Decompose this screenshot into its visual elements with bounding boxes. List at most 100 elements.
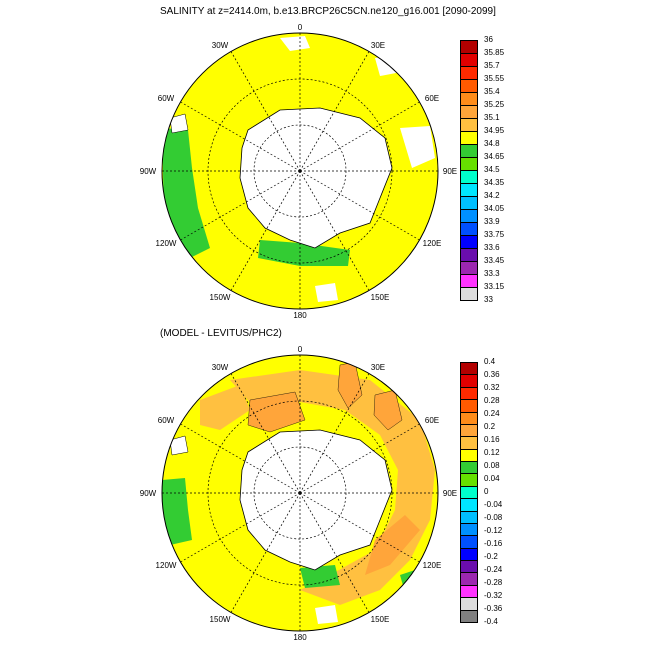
lon-label-120e: 120E [423, 239, 442, 248]
land-north-1 [280, 36, 310, 51]
colorbar-label: 33.9 [484, 217, 500, 226]
colorbar-swatch [460, 461, 478, 475]
colorbar-label: 33 [484, 295, 493, 304]
colorbar-swatch [460, 170, 478, 184]
colorbar-label: 0.16 [484, 435, 500, 444]
colorbar-swatch [460, 92, 478, 106]
panel2-title: (MODEL - LEVITUS/PHC2) [160, 328, 282, 339]
colorbar-label: -0.04 [484, 500, 503, 509]
lon-label-120w: 120W [156, 561, 177, 570]
land-ne [400, 126, 435, 168]
colorbar-swatch [460, 436, 478, 450]
colorbar-swatch [460, 66, 478, 80]
colorbar-swatch [460, 473, 478, 487]
lon-label-120w: 120W [156, 239, 177, 248]
colorbar-swatch [460, 105, 478, 119]
orange-patch-3 [373, 389, 403, 431]
lon-label-0: 0 [298, 345, 303, 354]
colorbar-label: 33.15 [484, 282, 505, 291]
lon-label-30e: 30E [371, 41, 385, 50]
colorbar-label: 35.25 [484, 100, 505, 109]
colorbar-label: -0.4 [484, 617, 498, 626]
colorbar-label: 0.12 [484, 448, 500, 457]
colorbar-swatch [460, 287, 478, 301]
colorbar-label: 35.55 [484, 74, 505, 83]
colorbar-swatch [460, 572, 478, 586]
lon-label-30w: 30W [212, 41, 229, 50]
colorbar-swatch [460, 118, 478, 132]
colorbar-swatch [460, 609, 478, 623]
green-region-south [300, 565, 340, 588]
green-region-west [162, 128, 210, 258]
colorbar-swatch [460, 196, 478, 210]
lon-label-30e: 30E [371, 363, 385, 372]
colorbar-swatch [460, 40, 478, 54]
land-west-coast [169, 435, 189, 456]
colorbar-swatch [460, 386, 478, 401]
panel2-colorbar-labels: 0.4 0.36 0.32 0.28 0.24 0.2 0.16 0.12 0.08 0.04 0 -… [484, 0, 524, 647]
colorbar-label: 33.3 [484, 269, 500, 278]
colorbar-label: -0.2 [484, 552, 498, 561]
colorbar-label: -0.24 [484, 565, 503, 574]
colorbar-label: 0.32 [484, 383, 500, 392]
colorbar-swatch [460, 53, 478, 67]
colorbar-swatch [460, 411, 478, 425]
colorbar-swatch [460, 510, 478, 524]
colorbar-swatch [460, 547, 478, 562]
colorbar-label: 34.65 [484, 152, 505, 161]
colorbar-label: 0.36 [484, 370, 500, 379]
colorbar-label: 33.45 [484, 256, 505, 265]
colorbar-label: -0.12 [484, 526, 503, 535]
colorbar-label: 33.6 [484, 243, 500, 252]
colorbar-swatch [460, 209, 478, 223]
colorbar-label: 0.2 [484, 422, 496, 431]
lon-label-90w: 90W [140, 489, 157, 498]
green-region-south [258, 240, 350, 266]
colorbar-swatch [460, 79, 478, 93]
antarctica [239, 429, 393, 571]
colorbar-swatch [460, 274, 478, 288]
panel2-colorbar [460, 362, 478, 623]
panel1-title: SALINITY at z=2414.0m, b.e13.BRCP26C5CN.… [160, 6, 496, 17]
colorbar-label: 0.04 [484, 474, 500, 483]
colorbar-swatch [460, 448, 478, 463]
graticule [162, 33, 438, 309]
lon-label-90e: 90E [443, 167, 457, 176]
lon-label-150e: 150E [371, 615, 390, 624]
colorbar-swatch [460, 261, 478, 275]
colorbar-swatch [460, 485, 478, 500]
colorbar-label: 0.24 [484, 409, 500, 418]
colorbar-label: -0.28 [484, 578, 503, 587]
colorbar-swatch [460, 222, 478, 236]
colorbar-label: 0.28 [484, 396, 500, 405]
green-region-west [162, 478, 192, 545]
colorbar-label: 34.35 [484, 178, 505, 187]
lon-label-0: 0 [298, 23, 303, 32]
colorbar-swatch [460, 498, 478, 512]
colorbar-swatch [460, 584, 478, 599]
colorbar-label: 0 [484, 487, 489, 496]
colorbar-swatch [460, 560, 478, 574]
colorbar-label: 34.8 [484, 139, 500, 148]
colorbar-swatch [460, 248, 478, 262]
land-west-coast [169, 113, 189, 134]
colorbar-label: 0.08 [484, 461, 500, 470]
antarctica [239, 107, 393, 249]
colorbar-label: -0.16 [484, 539, 503, 548]
colorbar-swatch [460, 597, 478, 611]
lon-label-150w: 150W [210, 615, 231, 624]
colorbar-swatch [460, 522, 478, 537]
colorbar-swatch [460, 423, 478, 438]
colorbar-swatch [460, 362, 478, 376]
panel2-map: 0 30E 60E 90E 120E 150E 180 150W 120W 90… [140, 345, 457, 640]
colorbar-label: 0.4 [484, 357, 496, 366]
colorbar-label: 34.5 [484, 165, 500, 174]
colorbar-swatch [460, 374, 478, 388]
panel1-colorbar [460, 40, 478, 301]
colorbar-swatch [460, 183, 478, 197]
colorbar-swatch [460, 235, 478, 249]
colorbar-label: -0.32 [484, 591, 503, 600]
colorbar-label: 34.95 [484, 126, 505, 135]
lon-label-180: 180 [293, 633, 307, 640]
colorbar-label: 35.4 [484, 87, 500, 96]
